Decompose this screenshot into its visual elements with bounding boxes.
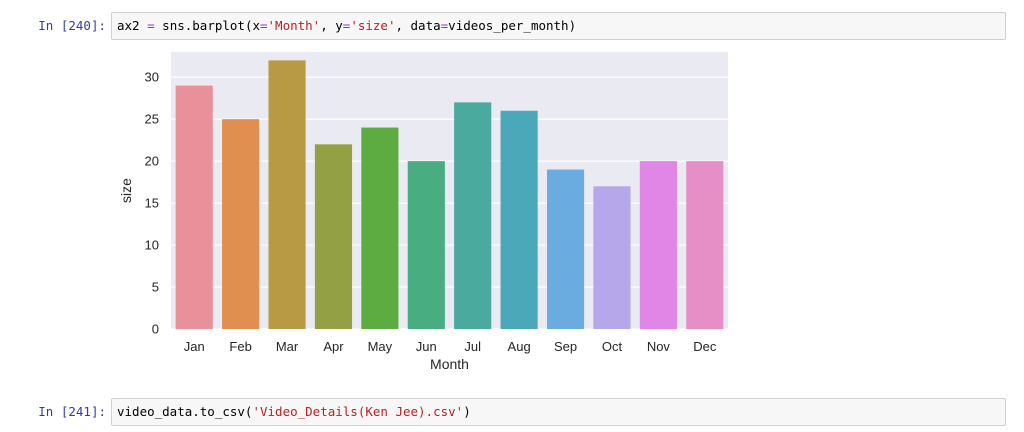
x-tick-label: Jul — [464, 339, 481, 354]
x-tick-label: Apr — [323, 339, 344, 354]
bar-may — [361, 127, 399, 329]
bar-sep — [546, 169, 585, 329]
y-tick-label: 20 — [145, 154, 159, 169]
y-axis-label: size — [118, 178, 134, 203]
code-token: ax2 — [117, 18, 148, 33]
code-token: 'size' — [350, 18, 396, 33]
y-tick-label: 5 — [152, 280, 159, 295]
code-token: ) — [463, 404, 471, 419]
x-tick-label: Dec — [693, 339, 717, 354]
x-tick-label: Feb — [229, 339, 251, 354]
code-token: = — [342, 18, 351, 33]
code-token: = — [440, 18, 449, 33]
bar-jul — [454, 102, 492, 329]
x-tick-label: Oct — [602, 339, 623, 354]
x-tick-label: Mar — [276, 339, 299, 354]
y-tick-label: 25 — [145, 112, 159, 127]
cell-prompt: In [240]: — [38, 18, 106, 33]
code-cell-241: In [241]: video_data.to_csv('Video_Detai… — [0, 398, 1024, 426]
bar-jan — [175, 85, 213, 329]
code-token: videos_per_month) — [448, 18, 577, 33]
code-input[interactable]: video_data.to_csv('Video_Details(Ken Jee… — [111, 398, 1006, 426]
bar-oct — [593, 186, 631, 329]
x-tick-label: Nov — [647, 339, 671, 354]
y-tick-label: 15 — [145, 196, 159, 211]
code-token: sns.barplot(x — [154, 18, 260, 33]
bar-aug — [500, 110, 538, 330]
plot-area — [171, 52, 728, 329]
y-tick-label: 0 — [152, 322, 159, 337]
cell-output-chart: 0 5 10 15 20 25 30 Jan Feb Mar Apr May Jun Jul Aug Sep O… — [111, 48, 751, 384]
code-token: = — [147, 18, 155, 33]
code-token: video_data.to_csv( — [117, 404, 253, 419]
code-token: , data — [395, 18, 441, 33]
code-token: , y — [320, 18, 343, 33]
bar-jun — [407, 161, 445, 329]
y-tick-label: 30 — [145, 70, 159, 85]
cell-prompt: In [241]: — [38, 404, 106, 419]
bar-dec — [686, 161, 724, 329]
bar-apr — [314, 144, 353, 329]
code-cell-240: In [240]: ax2 = sns.barplot(x='Month', y… — [0, 12, 1024, 40]
bar-chart: 0 5 10 15 20 25 30 Jan Feb Mar Apr May Jun Jul Aug Sep O… — [118, 52, 728, 372]
code-token: 'Month' — [267, 18, 321, 33]
code-token: = — [260, 18, 268, 33]
x-tick-label: May — [368, 339, 393, 354]
code-input[interactable]: ax2 = sns.barplot(x='Month', y='size', d… — [111, 12, 1006, 40]
x-tick-label: Jun — [416, 339, 437, 354]
y-tick-label: 10 — [145, 238, 159, 253]
x-axis-label: Month — [430, 356, 469, 372]
x-tick-label: Jan — [184, 339, 205, 354]
x-tick-label: Aug — [508, 339, 531, 354]
bar-nov — [639, 161, 677, 329]
bar-mar — [268, 60, 306, 329]
x-tick-label: Sep — [554, 339, 577, 354]
bar-feb — [222, 119, 260, 329]
code-token: 'Video_Details(Ken Jee).csv' — [252, 404, 464, 419]
